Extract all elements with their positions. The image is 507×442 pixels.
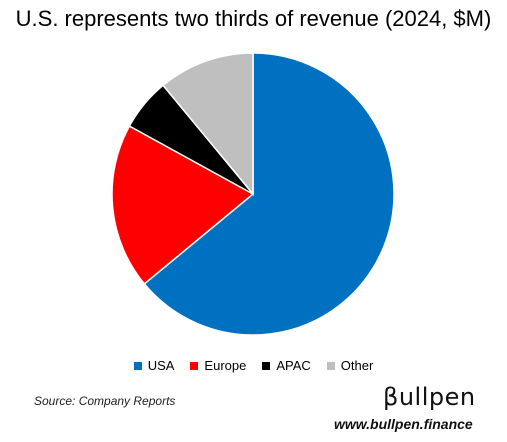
brand-logo: βullpen [383, 383, 476, 411]
pie-slice-europe [111, 125, 255, 285]
legend-swatch-apac [262, 361, 271, 370]
legend-label-other: Other [340, 358, 374, 373]
legend-item-apac: APAC [262, 358, 311, 373]
legend-swatch-europe [190, 361, 199, 370]
legend-item-other: Other [326, 358, 374, 373]
pie-slice-other [162, 52, 254, 197]
legend-label-usa: USA [147, 358, 175, 373]
legend-item-europe: Europe [190, 358, 246, 373]
pie-slice-usa [143, 52, 395, 336]
legend-swatch-other [326, 361, 335, 370]
legend-label-europe: Europe [204, 358, 247, 373]
chart-title: U.S. represents two thirds of revenue (2… [15, 6, 492, 31]
brand-url: www.bullpen.finance [334, 416, 473, 432]
legend-swatch-usa [133, 361, 142, 370]
legend: USA Europe APAC Other [0, 358, 507, 373]
legend-item-usa: USA [133, 358, 175, 373]
pie-chart [111, 52, 395, 336]
source-note: Source: Company Reports [34, 394, 176, 408]
legend-label-apac: APAC [276, 358, 311, 373]
